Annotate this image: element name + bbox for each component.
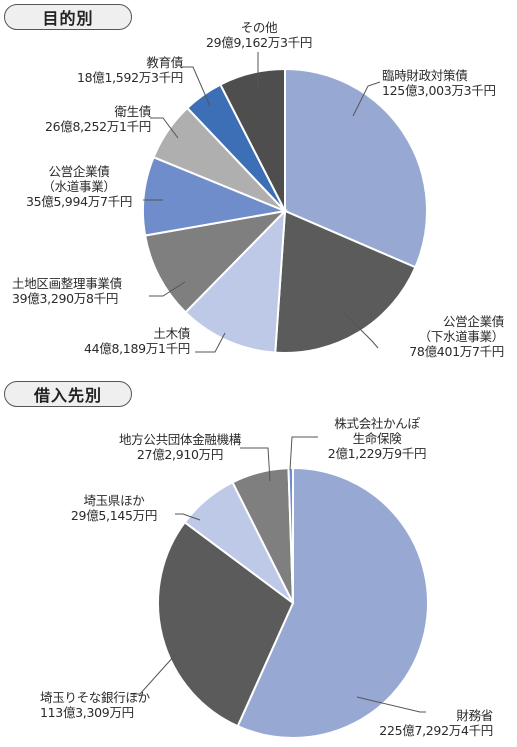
lender-slice-4: [287, 466, 294, 604]
purpose-slice-3: [143, 209, 288, 314]
purpose-slice-2: [184, 208, 287, 354]
slice-label-rinji: 臨時財政対策債 125億3,003万3千円: [382, 68, 496, 98]
leader-lines: [130, 52, 426, 713]
leader-line-1: [342, 311, 379, 349]
leader-line-6: [180, 66, 211, 107]
pie-chart-by-purpose: [142, 67, 428, 355]
purpose-slice-4: [142, 155, 289, 237]
slice-label-kiko: 地方公共団体金融機構 27億2,910万円: [118, 432, 241, 462]
leader-line-12: [289, 436, 318, 471]
slice-label-sonota: その他 29億9,162万3千円: [205, 20, 313, 50]
leader-line-0: [352, 81, 381, 117]
slice-label-doboku: 土木債 44億8,189万1千円: [83, 326, 190, 356]
leader-line-5: [150, 117, 179, 139]
leader-line-8: [356, 696, 426, 713]
purpose-slice-1: [274, 209, 417, 355]
section-title-lender: 借入先別: [4, 381, 132, 407]
leader-line-3: [149, 281, 186, 297]
slice-label-kampo: 株式会社かんぽ 生命保険 2億1,229万9千円: [327, 416, 427, 461]
lender-slice-1: [157, 520, 295, 728]
slice-label-zaimusho: 財務省 225億7,292万4千円: [379, 708, 493, 738]
slice-label-eisei: 衛生債 26億8,252万1千円: [44, 104, 151, 134]
lender-slice-0: [236, 466, 430, 739]
slice-label-saitamaken: 埼玉県ほか 29億5,145万円: [70, 493, 158, 523]
section-title-purpose: 目的別: [4, 4, 132, 30]
leader-line-9: [130, 654, 176, 695]
slice-label-suido: 公営企業債 （水道事業） 35億5,994万7千円: [25, 164, 133, 209]
slice-label-kyoiku: 教育債 18億1,592万3千円: [76, 55, 183, 85]
leader-line-11: [240, 447, 271, 482]
slice-label-tochikukaku: 土地区画整理事業債 39億3,290万8千円: [12, 276, 122, 306]
purpose-slice-7: [219, 67, 286, 212]
slice-label-resona: 埼玉りそな銀行ほか 113億3,309万円: [40, 690, 150, 720]
purpose-slice-0: [284, 67, 428, 269]
leader-line-10: [175, 513, 201, 521]
pie-chart-by-lender: [157, 466, 430, 739]
slice-label-gesuido: 公営企業債 （下水道事業） 78億401万7千円: [409, 314, 504, 359]
leader-line-2: [195, 332, 226, 353]
